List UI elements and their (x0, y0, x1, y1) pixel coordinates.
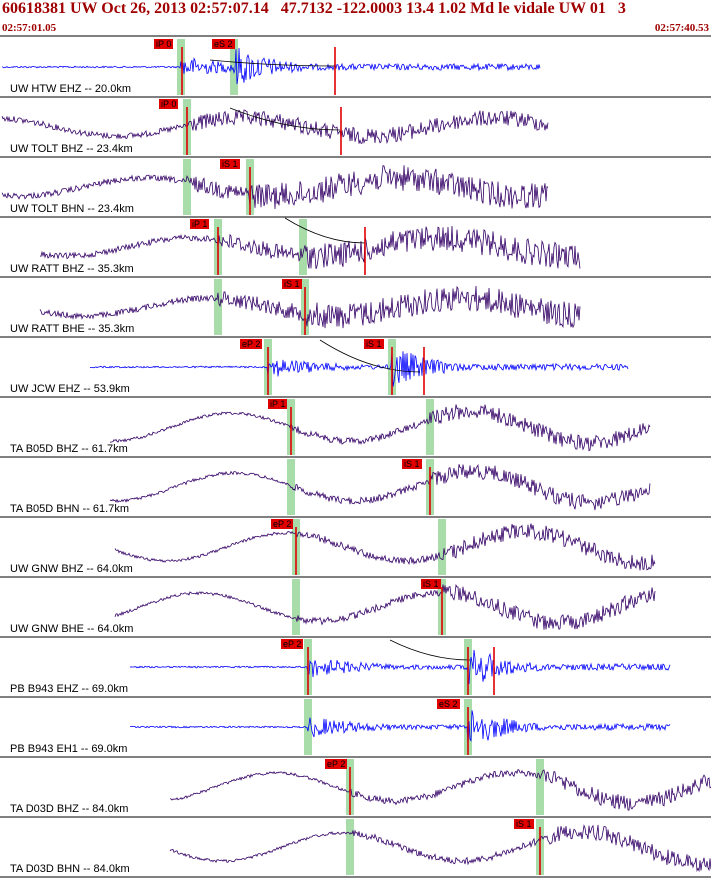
s-window-bar (536, 759, 544, 815)
coda-curve (389, 639, 471, 661)
station-label: PB B943 EH1 -- 69.0km (10, 743, 128, 755)
station-label: UW TOLT BHN -- 23.4km (10, 203, 134, 215)
plot-title: 60618381 UW Oct 26, 2013 02:57:07.14 47.… (2, 0, 626, 17)
pick-label: iS 1 (421, 579, 441, 589)
pick-label: iS 1 (364, 339, 384, 349)
pick-label: iP 0 (154, 39, 174, 49)
pick-label: iS 1 (402, 459, 422, 469)
coda-curve (284, 217, 366, 244)
station-label: UW RATT BHZ -- 35.3km (10, 263, 134, 275)
pick-label: iS 1 (514, 819, 534, 829)
station-label: TA B05D BHN -- 61.7km (10, 503, 129, 515)
waveform-trace (169, 824, 711, 873)
coda-curve (229, 107, 341, 131)
waveform-trace (109, 464, 651, 511)
p-window-bar (346, 819, 354, 875)
station-label: UW JCW EHZ -- 53.9km (10, 383, 130, 395)
station-label: TA D03D BHN -- 84.0km (10, 863, 130, 875)
s-window-bar (438, 519, 446, 575)
pick-label: iP 1 (190, 219, 210, 229)
waveform-trace (109, 404, 651, 452)
waveform-trace (1, 48, 541, 85)
station-label: TA B05D BHZ -- 61.7km (10, 443, 128, 455)
pick-label: eS 2 (212, 39, 235, 49)
pick-label: eP 2 (281, 639, 304, 649)
station-label: UW TOLT BHZ -- 23.4km (10, 143, 133, 155)
pick-label: eP 2 (271, 519, 294, 529)
start-time: 02:57:01.05 (2, 22, 57, 34)
end-time: 02:57:40.53 (654, 22, 709, 34)
pick-label: eP 2 (240, 339, 263, 349)
pick-label: eP 2 (325, 759, 348, 769)
pick-label: iS 1 (220, 159, 240, 169)
waveform-trace (39, 285, 581, 329)
waveform-trace (1, 109, 549, 145)
waveform-trace (1, 165, 549, 210)
s-window-bar (426, 399, 434, 455)
station-label: TA D03D BHZ -- 84.0km (10, 803, 129, 815)
p-window-bar (304, 699, 312, 755)
pick-label: iS 1 (282, 279, 302, 289)
s-window-bar (230, 39, 238, 95)
waveform-trace (169, 769, 711, 811)
p-window-bar (177, 39, 185, 95)
pick-label: eS 2 (437, 699, 460, 709)
waveform-trace (89, 350, 629, 387)
coda-curve (209, 59, 336, 67)
waveform-trace (129, 649, 671, 685)
pick-label: iP 0 (159, 99, 179, 109)
station-label: PB B943 EHZ -- 69.0km (10, 683, 128, 695)
station-label: UW HTW EHZ -- 20.0km (10, 83, 131, 95)
pick-label: iP 1 (268, 399, 288, 409)
coda-curve (319, 339, 421, 373)
p-window-bar (292, 579, 300, 635)
waveform-trace (114, 583, 656, 630)
waveform-trace (129, 710, 671, 746)
s-window-bar (299, 219, 307, 275)
p-window-bar (214, 279, 222, 335)
station-label: UW GNW BHE -- 64.0km (10, 623, 134, 635)
waveform-trace (114, 523, 656, 571)
p-window-bar (183, 159, 191, 215)
station-label: UW RATT BHE -- 35.3km (10, 323, 135, 335)
station-label: UW GNW BHZ -- 64.0km (10, 563, 133, 575)
waveform-trace (39, 225, 581, 270)
